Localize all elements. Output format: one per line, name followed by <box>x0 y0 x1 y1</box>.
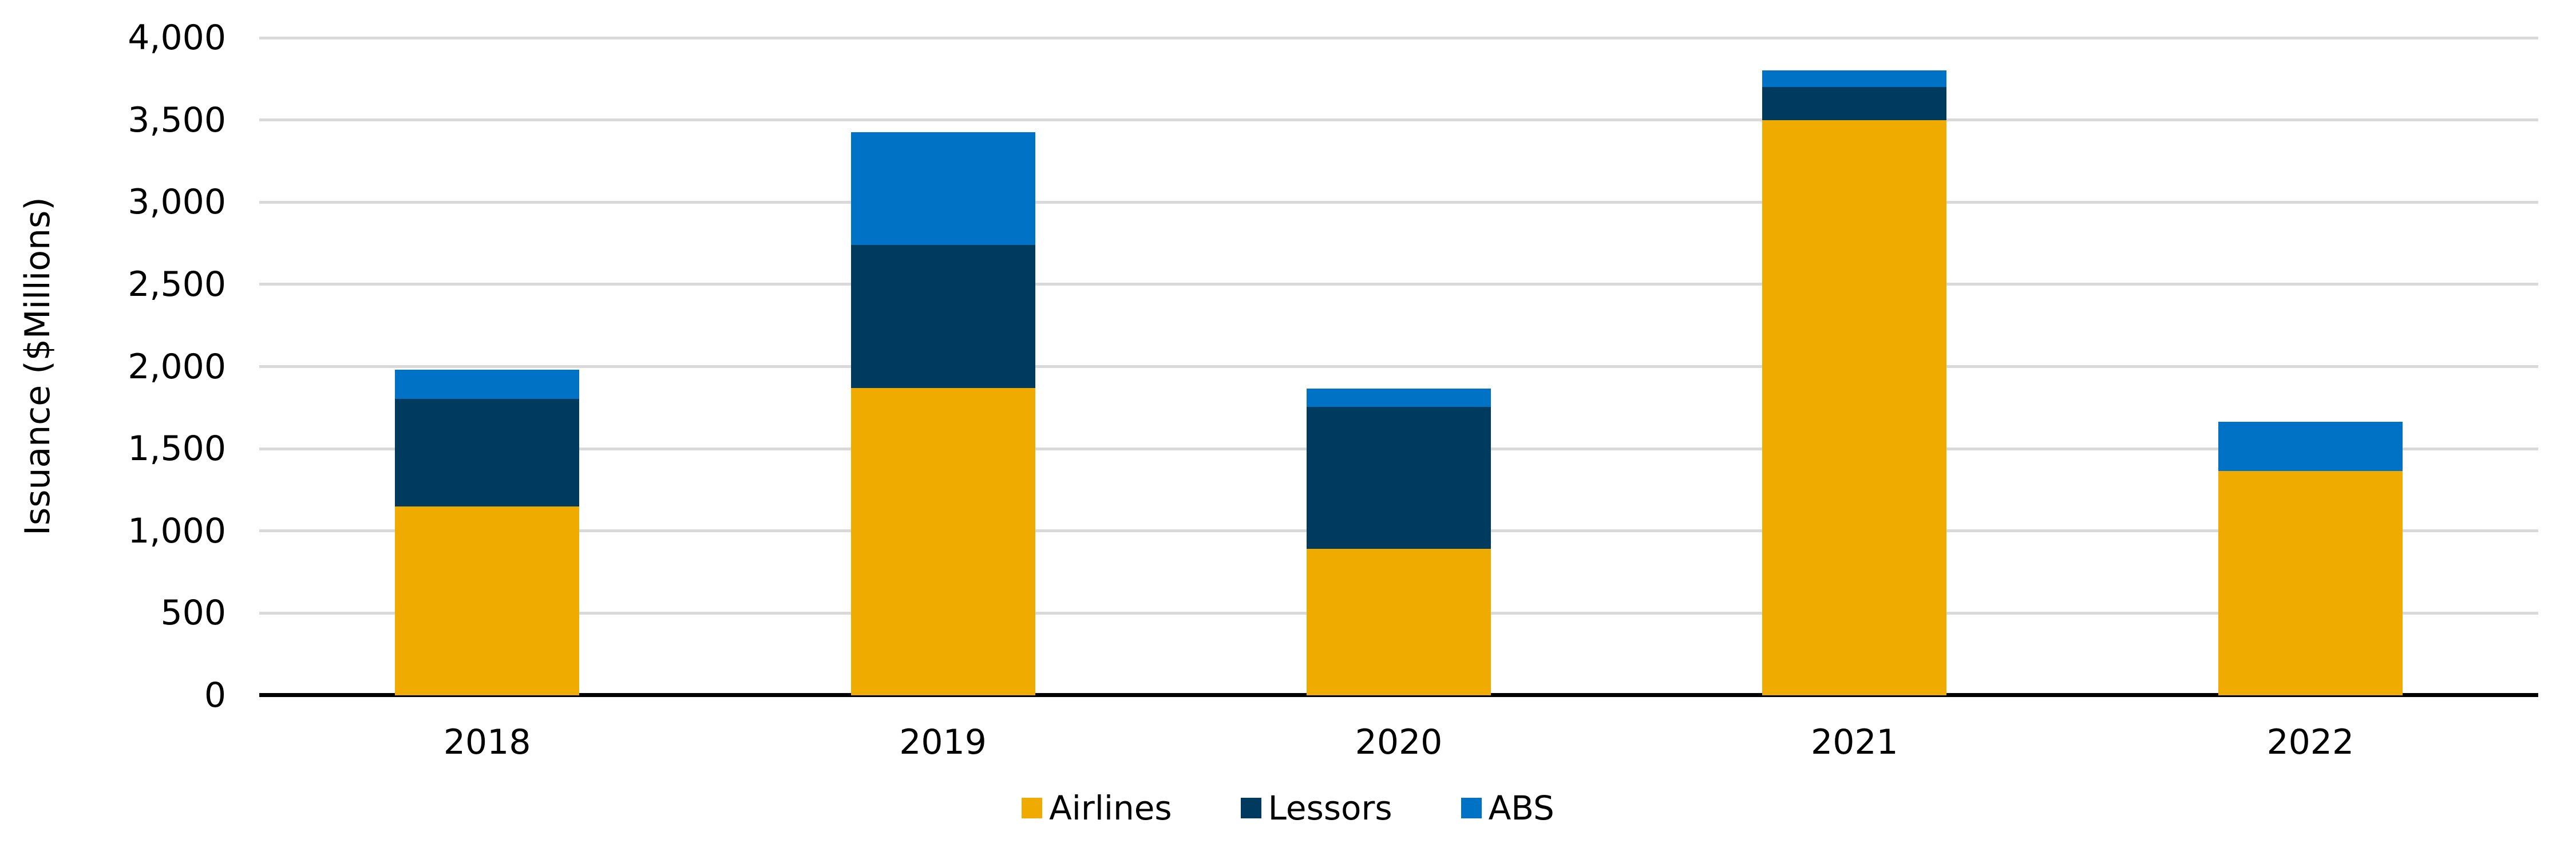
legend-item-abs: ABS <box>1461 789 1554 828</box>
gridline-2000 <box>259 365 2538 368</box>
gridline-2500 <box>259 283 2538 286</box>
segment-airlines-2020 <box>1306 549 1491 695</box>
segment-airlines-2022 <box>2218 470 2403 695</box>
segment-lessors-2020 <box>1306 406 1491 549</box>
y-tick-label-3500: 3,500 <box>128 100 226 140</box>
bar-2018 <box>395 370 580 695</box>
segment-abs-2021 <box>1762 70 1947 88</box>
legend-label-airlines: Airlines <box>1049 789 1172 828</box>
legend-item-airlines: Airlines <box>1022 789 1172 828</box>
legend-label-abs: ABS <box>1488 789 1554 828</box>
segment-abs-2022 <box>2218 421 2403 471</box>
bar-slot-2022 <box>2083 38 2538 695</box>
legend-item-lessors: Lessors <box>1240 789 1392 828</box>
legend-swatch-airlines <box>1022 798 1043 818</box>
segment-airlines-2019 <box>850 387 1035 695</box>
bar-slot-2020 <box>1171 38 1627 695</box>
bar-slot-2019 <box>715 38 1170 695</box>
gridline-3000 <box>259 200 2538 204</box>
x-label-2022: 2022 <box>2266 722 2355 762</box>
y-tick-label-4000: 4,000 <box>128 18 226 58</box>
segment-abs-2018 <box>395 370 580 399</box>
segment-lessors-2018 <box>395 398 580 506</box>
segment-lessors-2019 <box>850 244 1035 388</box>
bar-slot-2018 <box>259 38 715 695</box>
x-label-2019: 2019 <box>899 722 987 762</box>
y-tick-label-1000: 1,000 <box>128 510 226 551</box>
segment-lessors-2021 <box>1762 87 1947 120</box>
y-tick-label-2000: 2,000 <box>128 346 226 387</box>
y-tick-label-1500: 1,500 <box>128 429 226 469</box>
legend-swatch-abs <box>1461 798 1482 818</box>
bar-2020 <box>1306 389 1491 695</box>
x-label-2020: 2020 <box>1355 722 1443 762</box>
segment-abs-2020 <box>1306 389 1491 407</box>
segment-airlines-2018 <box>395 506 580 695</box>
legend: Airlines Lessors ABS <box>0 789 2576 828</box>
y-tick-label-2500: 2,500 <box>128 264 226 304</box>
gridline-4000 <box>259 36 2538 39</box>
legend-label-lessors: Lessors <box>1268 789 1392 828</box>
gridline-3500 <box>259 118 2538 122</box>
legend-swatch-lessors <box>1240 798 1261 818</box>
bar-2021 <box>1762 70 1947 695</box>
bar-2022 <box>2218 421 2403 695</box>
x-label-2018: 2018 <box>443 722 531 762</box>
y-tick-label-3000: 3,000 <box>128 182 226 223</box>
y-tick-label-500: 500 <box>160 593 226 634</box>
x-label-2021: 2021 <box>1811 722 1898 762</box>
segment-abs-2019 <box>850 132 1035 245</box>
y-tick-label-0: 0 <box>204 675 226 715</box>
plot-area <box>259 36 2538 697</box>
bar-2019 <box>850 132 1035 695</box>
bar-slot-2021 <box>1627 38 2082 695</box>
segment-airlines-2021 <box>1762 120 1947 695</box>
